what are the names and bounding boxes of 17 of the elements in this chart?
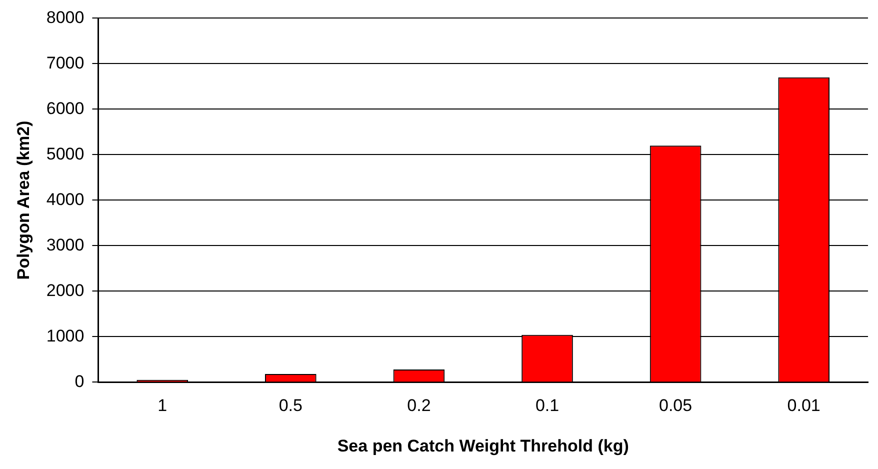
y-tick-label: 5000 [46, 144, 84, 164]
x-tick-label: 1 [158, 396, 168, 416]
y-tick-label: 6000 [46, 98, 84, 118]
y-tick-label: 8000 [46, 8, 84, 27]
x-tick-label: 0.5 [278, 396, 302, 416]
y-tick-label: 3000 [46, 235, 84, 254]
y-axis-title: Polygon Area (km2) [14, 120, 33, 280]
x-tick-label: 0.1 [535, 396, 560, 416]
y-tick-label: 4000 [46, 190, 84, 209]
y-tick-label: 2000 [46, 280, 84, 300]
x-tick-label: 0.05 [659, 396, 692, 416]
y-tick-label: 7000 [46, 53, 84, 72]
y-tick-label: 0 [74, 372, 84, 391]
y-tick-label: 1000 [46, 326, 84, 346]
x-axis-title: Sea pen Catch Weight Threhold (kg) [337, 436, 629, 456]
x-tick-label: 0.01 [787, 396, 820, 416]
x-tick-label: 0.2 [407, 396, 431, 416]
